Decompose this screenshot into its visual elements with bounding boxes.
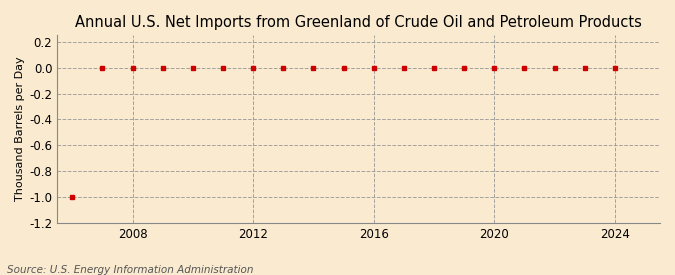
Y-axis label: Thousand Barrels per Day: Thousand Barrels per Day [15,57,25,201]
Title: Annual U.S. Net Imports from Greenland of Crude Oil and Petroleum Products: Annual U.S. Net Imports from Greenland o… [75,15,642,30]
Text: Source: U.S. Energy Information Administration: Source: U.S. Energy Information Administ… [7,265,253,275]
